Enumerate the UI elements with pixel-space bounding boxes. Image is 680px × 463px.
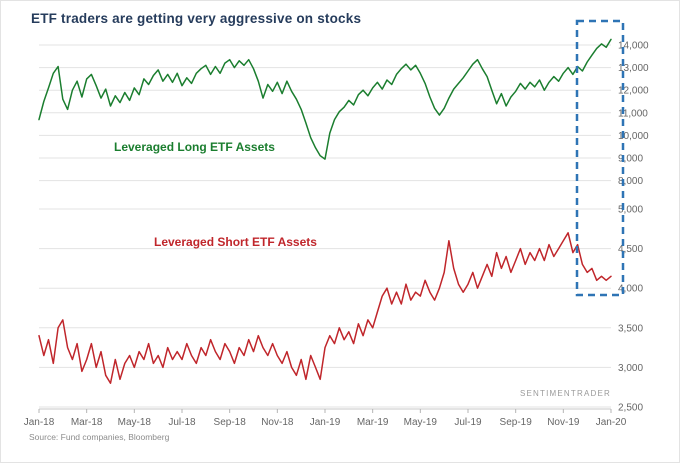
y-tick-label: 9,000 [618, 154, 643, 165]
y-tick-label: 11,000 [618, 108, 648, 119]
y-tick-label: 13,000 [618, 63, 649, 74]
watermark: SENTIMENTRADER [519, 389, 611, 398]
x-tick-label: Jul-19 [454, 417, 482, 428]
x-tick-label: Jan-18 [24, 417, 55, 428]
y-tick-label: 8,000 [618, 176, 643, 187]
x-tick-label: Mar-18 [71, 417, 103, 428]
y-tick-label: 10,000 [618, 131, 649, 142]
x-tick-label: May-18 [118, 417, 152, 428]
x-tick-label: Sep-19 [500, 417, 533, 428]
highlight-box [575, 19, 625, 297]
y-tick-label: 12,000 [618, 86, 649, 97]
long-series-label: Leveraged Long ETF Assets [114, 140, 275, 154]
source-note: Source: Fund companies, Bloomberg [29, 432, 170, 442]
x-tick-label: Sep-18 [214, 417, 247, 428]
x-tick-label: Mar-19 [357, 417, 389, 428]
x-tick-label: Nov-19 [547, 417, 580, 428]
x-tick-label: May-19 [404, 417, 438, 428]
y-tick-label: 2,500 [618, 403, 643, 414]
short-series-label: Leveraged Short ETF Assets [154, 235, 317, 249]
y-tick-label: 4,500 [618, 244, 643, 255]
x-tick-label: Jul-18 [168, 417, 196, 428]
page-title: ETF traders are getting very aggressive … [31, 11, 362, 26]
x-tick-label: Nov-18 [261, 417, 294, 428]
y-tick-label: 3,000 [618, 363, 643, 374]
x-tick-label: Jan-19 [310, 417, 341, 428]
y-tick-label: 4,000 [618, 284, 643, 295]
short-series-line [38, 232, 612, 384]
y-tick-label: 14,000 [618, 41, 649, 52]
x-tick-label: Jan-20 [596, 417, 627, 428]
long-series-line [38, 38, 612, 160]
y-tick-label: 3,500 [618, 323, 643, 334]
y-tick-label: 5,000 [618, 205, 643, 216]
